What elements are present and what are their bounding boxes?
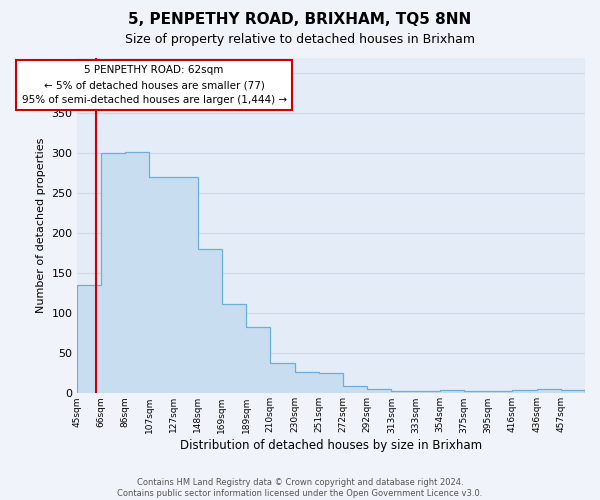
Text: Size of property relative to detached houses in Brixham: Size of property relative to detached ho… (125, 32, 475, 46)
Text: Contains HM Land Registry data © Crown copyright and database right 2024.
Contai: Contains HM Land Registry data © Crown c… (118, 478, 482, 498)
Y-axis label: Number of detached properties: Number of detached properties (36, 138, 46, 313)
X-axis label: Distribution of detached houses by size in Brixham: Distribution of detached houses by size … (180, 440, 482, 452)
Text: 5 PENPETHY ROAD: 62sqm
← 5% of detached houses are smaller (77)
95% of semi-deta: 5 PENPETHY ROAD: 62sqm ← 5% of detached … (22, 66, 287, 105)
Text: 5, PENPETHY ROAD, BRIXHAM, TQ5 8NN: 5, PENPETHY ROAD, BRIXHAM, TQ5 8NN (128, 12, 472, 28)
